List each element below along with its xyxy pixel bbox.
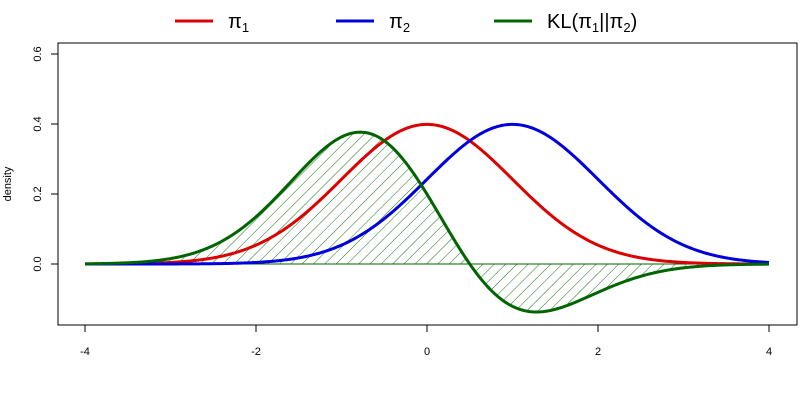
- y-tick-label: 0.4: [32, 116, 44, 131]
- legend-label: π2: [389, 11, 410, 35]
- x-tick-label: 0: [424, 346, 430, 358]
- x-tick-label: 4: [766, 346, 772, 358]
- series-lines: [84, 122, 770, 314]
- legend-label: π1: [228, 11, 249, 35]
- x-tick-label: -2: [251, 346, 261, 358]
- pi1-curve: [85, 122, 769, 266]
- kl-curve: [84, 130, 770, 314]
- x-tick-label: 2: [595, 346, 601, 358]
- y-axis-title: density: [2, 166, 14, 201]
- x-tick-label: -4: [80, 346, 90, 358]
- pi2-curve: [85, 122, 770, 266]
- y-tick-label: 0.0: [32, 256, 44, 271]
- kl-hatch-fill: [85, 132, 769, 313]
- y-tick-label: 0.6: [32, 46, 44, 61]
- x-axis: -4 -2 0 2 4: [80, 324, 772, 358]
- kl-hatched-area: [85, 132, 769, 313]
- legend-item-pi2: π2: [336, 11, 410, 35]
- y-tick-label: 0.2: [32, 186, 44, 201]
- legend-item-kl: KL(π1||π2): [494, 11, 637, 35]
- plot-frame: [57, 42, 798, 326]
- y-axis: 0.0 0.2 0.4 0.6: [32, 46, 59, 272]
- chart-legend: π1 π2 KL(π1||π2): [175, 11, 637, 35]
- legend-label: KL(π1||π2): [547, 11, 637, 35]
- legend-item-pi1: π1: [175, 11, 249, 35]
